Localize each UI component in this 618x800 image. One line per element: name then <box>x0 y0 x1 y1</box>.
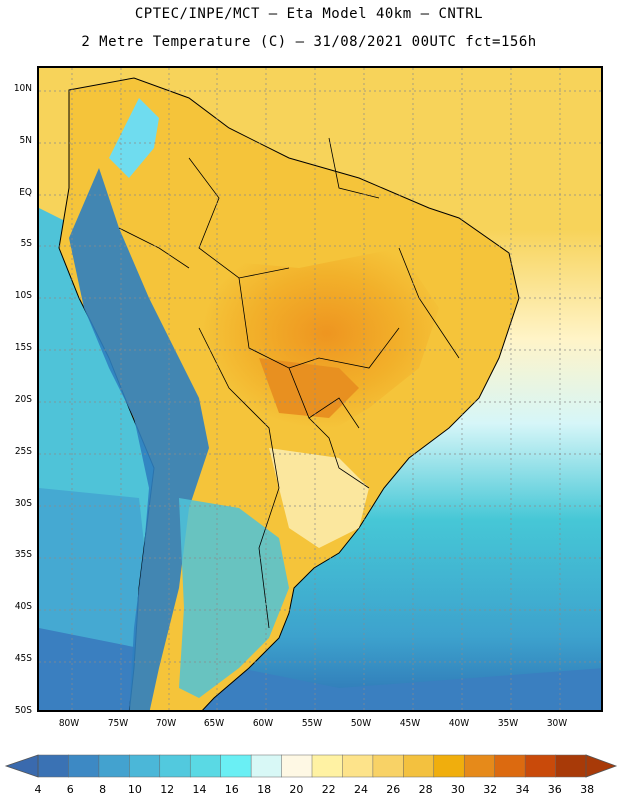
legend-tick-label: 24 <box>354 783 368 796</box>
legend-arrow-left <box>4 754 39 778</box>
color-legend <box>4 754 618 778</box>
legend-color-cell <box>555 754 587 778</box>
legend-tick-label: 38 <box>580 783 595 796</box>
lon-label-40w: 40W <box>448 718 470 729</box>
legend-tick-label: 34 <box>515 783 530 796</box>
legend-tick-label: 36 <box>547 783 562 796</box>
legend-color-cell <box>68 754 100 778</box>
lon-label-30w: 30W <box>546 718 568 729</box>
lat-label-50s: 50S <box>14 705 32 716</box>
legend-tick-label: 16 <box>224 783 239 796</box>
legend-color-cell <box>372 754 404 778</box>
lon-label-35w: 35W <box>497 718 519 729</box>
lon-label-50w: 50W <box>350 718 372 729</box>
title-line-2: 2 Metre Temperature (C) – 31/08/2021 00U… <box>81 34 537 50</box>
legend-color-cell <box>311 754 343 778</box>
lon-label-80w: 80W <box>58 718 80 729</box>
legend-color-cell <box>98 754 130 778</box>
lat-label-5n: 5N <box>19 135 32 146</box>
legend-tick-label: 12 <box>160 783 175 796</box>
legend-color-cell <box>250 754 283 778</box>
legend-tick-label: 28 <box>418 783 433 796</box>
legend-tick-label: 18 <box>257 783 272 796</box>
hottest-region <box>259 358 359 418</box>
legend-color-cell <box>524 754 557 778</box>
country-borders <box>118 137 460 629</box>
legend-tick-label: 4 <box>34 783 42 796</box>
legend-tick-label: 26 <box>386 783 401 796</box>
legend-tick-label: 8 <box>99 783 107 796</box>
northern-andes-cool <box>109 98 159 178</box>
lat-label-35s: 35S <box>14 549 32 560</box>
lat-label-30s: 30S <box>14 498 32 509</box>
lon-label-75w: 75W <box>107 718 129 729</box>
lon-label-60w: 60W <box>252 718 274 729</box>
legend-color-cell <box>37 754 69 778</box>
legend-tick-label: 22 <box>321 783 336 796</box>
legend-color-cell <box>403 754 435 778</box>
legend-tick-label: 6 <box>66 783 74 796</box>
patagonia-cool <box>179 498 289 698</box>
map-svg <box>39 68 601 710</box>
southern-mild-region <box>269 448 369 548</box>
legend-color-cell <box>220 754 252 778</box>
lat-label-45s: 45S <box>14 653 32 664</box>
lat-label-10s: 10S <box>14 290 32 301</box>
legend-color-cell <box>189 754 222 778</box>
title-line-1: CPTEC/INPE/MCT – Eta Model 40km – CNTRL <box>134 6 484 22</box>
legend-color-cell <box>281 754 313 778</box>
hot-interior-region <box>189 248 439 438</box>
legend-color-cell <box>129 754 161 778</box>
lon-label-45w: 45W <box>399 718 421 729</box>
legend-tick-label: 32 <box>483 783 498 796</box>
legend-color-cell <box>159 754 191 778</box>
graticule <box>39 68 601 710</box>
lat-label-25s: 25S <box>14 446 32 457</box>
legend-tick-label: 30 <box>450 783 465 796</box>
lat-label-5s: 5S <box>20 238 32 249</box>
lat-label-10n: 10N <box>13 83 32 94</box>
lon-label-70w: 70W <box>155 718 177 729</box>
legend-color-cell <box>463 754 496 778</box>
legend-color-cell <box>342 754 374 778</box>
legend-color-cell <box>433 754 465 778</box>
legend-tick-label: 10 <box>127 783 142 796</box>
legend-tick-label: 14 <box>192 783 207 796</box>
andes-cold-band <box>69 168 209 710</box>
lon-label-65w: 65W <box>203 718 225 729</box>
lat-label-eq: EQ <box>19 187 32 198</box>
lat-label-15s: 15S <box>14 342 32 353</box>
lat-label-20s: 20S <box>14 394 32 405</box>
legend-tick-label: 20 <box>289 783 304 796</box>
legend-color-cell <box>494 754 526 778</box>
lat-label-40s: 40S <box>14 601 32 612</box>
temperature-map <box>37 66 603 712</box>
legend-arrow-right <box>585 754 618 778</box>
lon-label-55w: 55W <box>301 718 323 729</box>
